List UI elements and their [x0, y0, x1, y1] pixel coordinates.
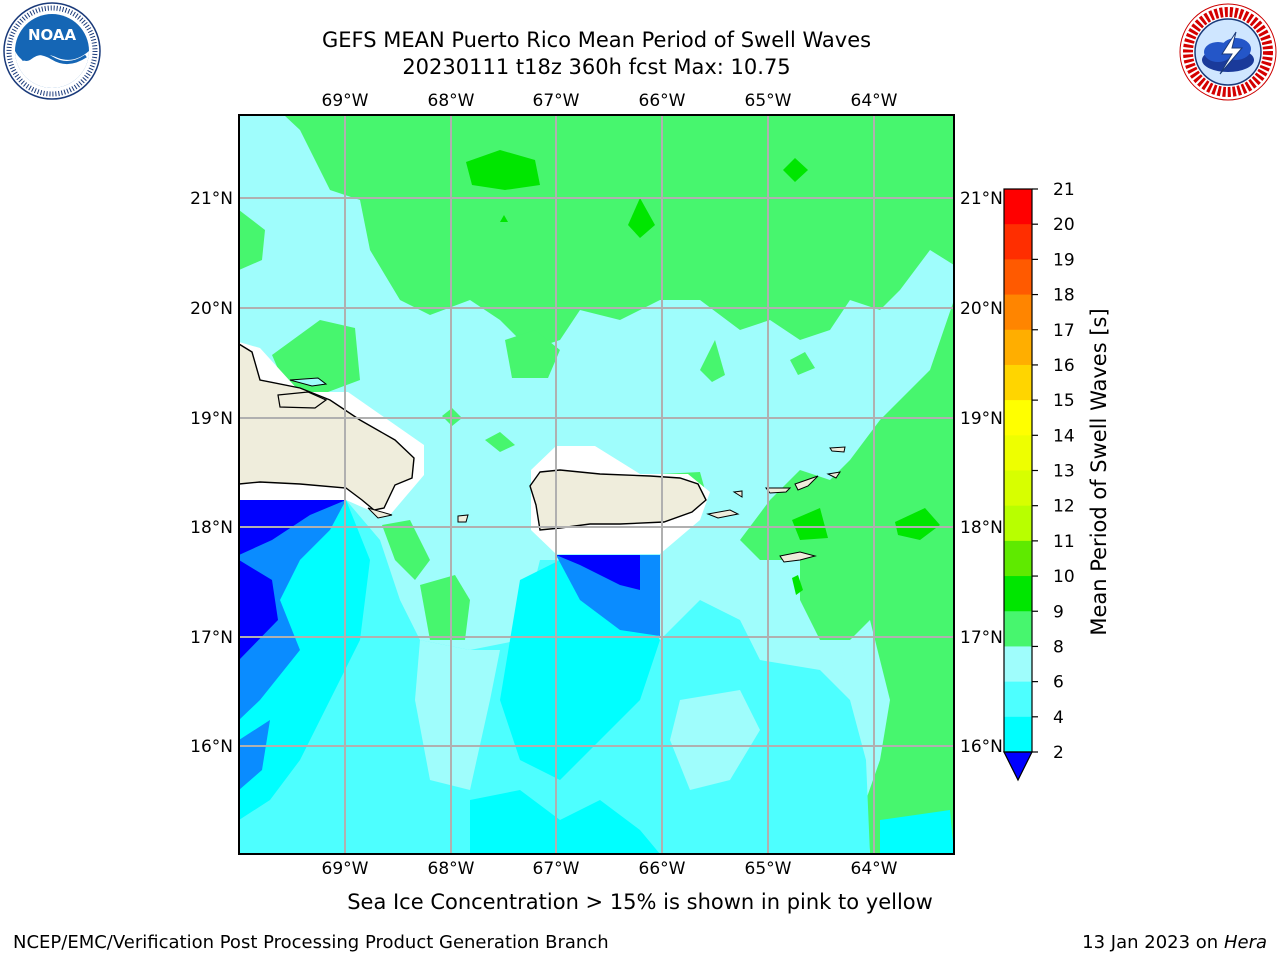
map-title-line2: 20230111 t18z 360h fcst Max: 10.75 [402, 55, 791, 79]
lon-label: 69°W [322, 859, 369, 879]
lon-label: 66°W [639, 859, 686, 879]
sea-ice-note: Sea Ice Concentration > 15% is shown in … [0, 890, 1280, 914]
colorbar-segment [1004, 716, 1032, 753]
colorbar-tick-label: 15 [1053, 391, 1075, 411]
lon-label: 66°W [639, 91, 686, 111]
lat-label: 17°N [190, 628, 233, 648]
contour-below-2 [239, 500, 346, 555]
lat-label: 18°N [190, 518, 233, 538]
lon-label: 65°W [745, 91, 792, 111]
noaa-logo-text: NOAA [28, 26, 77, 44]
footer-credit: NCEP/EMC/Verification Post Processing Pr… [13, 932, 609, 953]
footer-date: 13 Jan 2023 on Hera [1082, 932, 1267, 953]
colorbar-segment [1004, 224, 1032, 260]
colorbar-segment [1004, 505, 1032, 542]
colorbar-segment [1004, 400, 1032, 436]
footer-date-text: 13 Jan 2023 on [1082, 932, 1224, 953]
colorbar-segment [1004, 611, 1032, 647]
colorbar-ticks: 21 20 19 18 17 16 15 14 13 12 11 10 9 8 6 4 2 [1032, 180, 1075, 763]
lat-label: 19°N [190, 409, 233, 429]
lon-label: 67°W [533, 859, 580, 879]
contour-8-9-south [670, 690, 760, 790]
lon-label: 67°W [533, 91, 580, 111]
contour-9-10-west [272, 320, 360, 395]
lon-label: 68°W [428, 91, 475, 111]
contour-9-10-mid [505, 330, 560, 378]
map-title-line1: GEFS MEAN Puerto Rico Mean Period of Swe… [321, 28, 872, 52]
lon-labels-bottom: 69°W 68°W 67°W 66°W 65°W 64°W [322, 859, 898, 879]
colorbar-segment [1004, 259, 1032, 296]
contour-9-10-south [420, 575, 470, 640]
colorbar-segment [1004, 294, 1032, 331]
lon-label: 65°W [745, 859, 792, 879]
contour-field [239, 115, 954, 854]
lon-label: 64°W [851, 91, 898, 111]
colorbar-segment [1004, 681, 1032, 718]
lat-label: 16°N [190, 737, 233, 757]
footer-host: Hera [1223, 932, 1267, 953]
contour-10-11 [466, 150, 540, 190]
contour-2-4 [239, 500, 346, 720]
colorbar-tick-label: 4 [1053, 708, 1064, 728]
lon-labels-top: 69°W 68°W 67°W 66°W 65°W 64°W [322, 91, 898, 111]
nws-logo [1179, 3, 1277, 101]
colorbar-tick-label: 8 [1053, 637, 1064, 657]
colorbar-segment [1004, 364, 1032, 401]
colorbar-segment [1004, 470, 1032, 507]
lat-label: 16°N [960, 737, 1003, 757]
colorbar-segment [1004, 189, 1032, 225]
lat-label: 17°N [960, 628, 1003, 648]
colorbar: 21 20 19 18 17 16 15 14 13 12 11 10 9 8 6 4 2 Mean Perio… [1003, 180, 1111, 782]
colorbar-tick-label: 11 [1053, 532, 1075, 552]
colorbar-tick-label: 12 [1053, 497, 1075, 517]
lon-label: 69°W [322, 91, 369, 111]
colorbar-tick-label: 16 [1053, 356, 1075, 376]
colorbar-tick-label: 20 [1053, 215, 1075, 235]
colorbar-segment [1004, 540, 1032, 577]
lat-label: 19°N [960, 409, 1003, 429]
colorbar-tick-label: 17 [1053, 321, 1075, 341]
contour-9-10-nw [239, 210, 265, 270]
colorbar-tick-label: 14 [1053, 426, 1075, 446]
colorbar-extend-arrow [1003, 751, 1033, 782]
colorbar-segment [1004, 435, 1032, 471]
colorbar-tick-label: 19 [1053, 250, 1075, 270]
lat-labels-right: 21°N 20°N 19°N 18°N 17°N 16°N [960, 189, 1003, 757]
sea-ice-note-text: Sea Ice Concentration > 15% is shown in … [347, 890, 933, 914]
colorbar-tick-label: 18 [1053, 286, 1075, 306]
colorbar-segment [1004, 576, 1032, 612]
colorbar-segment [1004, 329, 1032, 366]
colorbar-tick-label: 13 [1053, 462, 1075, 482]
colorbar-segments [1004, 189, 1032, 753]
lat-label: 18°N [960, 518, 1003, 538]
lat-label: 21°N [960, 189, 1003, 209]
graticule [239, 115, 954, 854]
colorbar-tick-label: 21 [1053, 180, 1075, 200]
noaa-logo: NOAA [3, 2, 101, 100]
colorbar-label: Mean Period of Swell Waves [s] [1087, 308, 1111, 635]
colorbar-tick-label: 10 [1053, 567, 1075, 587]
map-frame [238, 114, 955, 855]
lat-label: 21°N [190, 189, 233, 209]
lat-label: 20°N [190, 299, 233, 319]
land-hispaniola [239, 343, 415, 511]
lon-label: 68°W [428, 859, 475, 879]
contour-9-10-east [740, 300, 954, 854]
land-virgin-islands [764, 487, 792, 494]
colorbar-tick-label: 2 [1053, 743, 1064, 763]
colorbar-segment [1004, 646, 1032, 683]
lon-label: 64°W [851, 859, 898, 879]
lat-labels-left: 21°N 20°N 19°N 18°N 17°N 16°N [190, 189, 233, 757]
colorbar-tick-label: 9 [1053, 602, 1064, 622]
lat-label: 20°N [960, 299, 1003, 319]
colorbar-tick-label: 6 [1053, 673, 1064, 693]
